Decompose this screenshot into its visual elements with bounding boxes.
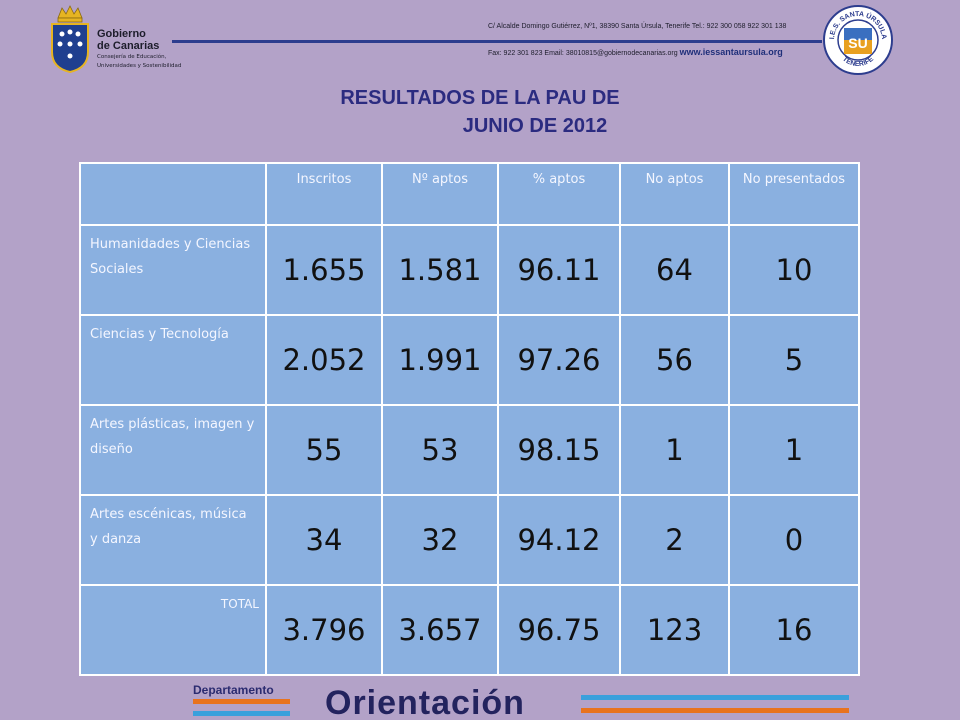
cell-no-presentados: 10	[728, 224, 860, 316]
cell-no-aptos: 56	[619, 314, 730, 406]
results-table: Inscritos Nº aptos % aptos No aptos No p…	[79, 162, 860, 676]
footer-bar-orange-right	[581, 708, 849, 713]
cell-no-aptos: 64	[619, 224, 730, 316]
cell-pct-aptos: 98.15	[497, 404, 621, 496]
cell-no-aptos: 123	[619, 584, 730, 676]
cell-no-presentados: 1	[728, 404, 860, 496]
cell-inscritos: 55	[265, 404, 383, 496]
cell-n-aptos: 32	[381, 494, 499, 586]
cell-no-presentados: 16	[728, 584, 860, 676]
footer-bar-blue-right	[581, 695, 849, 700]
cell-no-aptos: 2	[619, 494, 730, 586]
seal-letters: SU	[848, 35, 867, 51]
cell-inscritos: 1.655	[265, 224, 383, 316]
cell-n-aptos: 1.581	[381, 224, 499, 316]
table-row: Ciencias y Tecnología 2.052 1.991 97.26 …	[79, 314, 860, 406]
coat-of-arms-icon	[51, 5, 89, 74]
page-title: RESULTADOS DE LA PAU DE JUNIO DE 2012	[260, 84, 700, 140]
cell-inscritos: 3.796	[265, 584, 383, 676]
dept-line2: Universidades y Sostenibilidad	[97, 63, 182, 69]
title-line1: RESULTADOS DE LA PAU DE	[340, 87, 620, 109]
contact-address: C/ Alcalde Domingo Gutiérrez, Nº1, 38390…	[488, 23, 787, 30]
header-no-aptos: No aptos	[619, 162, 730, 226]
header-cell-empty	[79, 162, 267, 226]
footer-department-name: Orientación	[325, 684, 525, 720]
header-inscritos: Inscritos	[265, 162, 383, 226]
contact-fax-email: Fax: 922 301 823 Email: 38010815@gobiern…	[488, 47, 783, 57]
cell-n-aptos: 3.657	[381, 584, 499, 676]
header-pct-aptos: % aptos	[497, 162, 621, 226]
cell-pct-aptos: 97.26	[497, 314, 621, 406]
dept-line1: Consejería de Educación,	[97, 54, 167, 60]
cell-pct-aptos: 96.75	[497, 584, 621, 676]
cell-n-aptos: 1.991	[381, 314, 499, 406]
footer-bar-orange-left	[193, 699, 290, 704]
footer-bar-blue-left	[193, 711, 290, 716]
header-divider	[172, 40, 822, 43]
table-row: Artes escénicas, música y danza 34 32 94…	[79, 494, 860, 586]
school-seal-icon: I.E.S. SANTA ÚRSULA TENERIFE SU	[823, 5, 893, 75]
table-row: Humanidades y Ciencias Sociales 1.655 1.…	[79, 224, 860, 316]
row-category: Artes escénicas, música y danza	[79, 494, 267, 586]
cell-pct-aptos: 96.11	[497, 224, 621, 316]
website-link[interactable]: www.iessantaursula.org	[679, 47, 783, 57]
row-category-total: TOTAL	[79, 584, 267, 676]
header-no-presentados: No presentados	[728, 162, 860, 226]
cell-no-aptos: 1	[619, 404, 730, 496]
footer-department-label: Departamento	[193, 683, 274, 697]
table-row-total: TOTAL 3.796 3.657 96.75 123 16	[79, 584, 860, 676]
table-header-row: Inscritos Nº aptos % aptos No aptos No p…	[79, 162, 860, 226]
cell-n-aptos: 53	[381, 404, 499, 496]
header-n-aptos: Nº aptos	[381, 162, 499, 226]
government-name: Gobierno de Canarias Consejería de Educa…	[97, 28, 181, 70]
org-line2: de Canarias	[97, 40, 160, 52]
org-line1: Gobierno	[97, 28, 146, 40]
contact-fax-email-text: Fax: 922 301 823 Email: 38010815@gobiern…	[488, 50, 678, 57]
table-row: Artes plásticas, imagen y diseño 55 53 9…	[79, 404, 860, 496]
cell-no-presentados: 0	[728, 494, 860, 586]
cell-inscritos: 34	[265, 494, 383, 586]
cell-no-presentados: 5	[728, 314, 860, 406]
cell-pct-aptos: 94.12	[497, 494, 621, 586]
row-category: Humanidades y Ciencias Sociales	[79, 224, 267, 316]
row-category: Ciencias y Tecnología	[79, 314, 267, 406]
title-line2: JUNIO DE 2012	[462, 115, 608, 137]
cell-inscritos: 2.052	[265, 314, 383, 406]
row-category: Artes plásticas, imagen y diseño	[79, 404, 267, 496]
